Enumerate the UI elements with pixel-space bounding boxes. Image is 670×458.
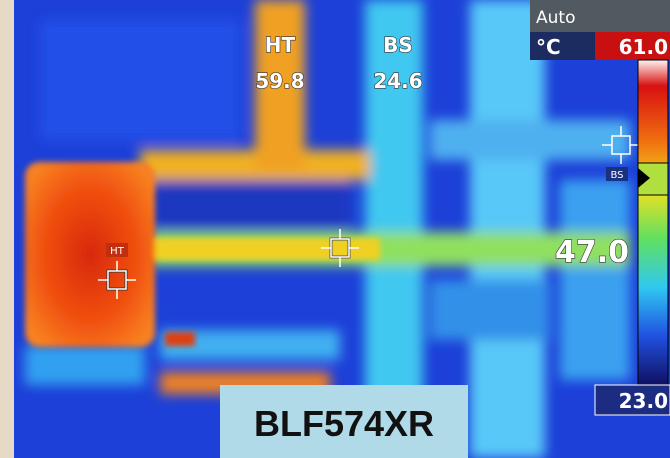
thermal-screen: HT 59.8 BS 24.6 47.0 HT BS Auto °C 61.0 — [0, 0, 670, 458]
color-scale — [638, 60, 668, 385]
spot-value: 24.6 — [373, 69, 422, 93]
spot-label: HT — [265, 33, 296, 57]
center-reading: 47.0 — [555, 235, 629, 270]
page: {"overlay": {"spots": [{"label": "HT", "… — [0, 0, 670, 458]
marker-label: BS — [610, 170, 623, 181]
scale-max: 61.0 — [619, 35, 668, 59]
spot-value: 59.8 — [255, 69, 304, 93]
caption: BLF574XR — [254, 403, 434, 444]
marker-label: HT — [110, 246, 125, 257]
unit: °C — [536, 35, 561, 59]
mode: Auto — [536, 8, 575, 28]
spot-label: BS — [383, 33, 413, 57]
scale-min: 23.0 — [619, 389, 668, 413]
